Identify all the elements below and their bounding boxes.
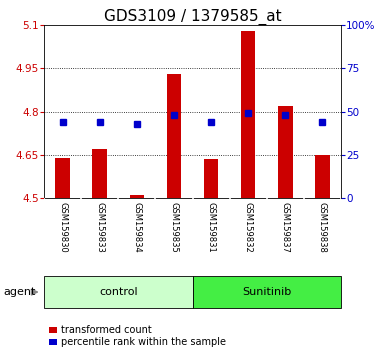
Text: GSM159833: GSM159833 <box>95 202 104 253</box>
Bar <box>44 276 192 308</box>
Text: GSM159834: GSM159834 <box>132 202 141 253</box>
Text: GSM159837: GSM159837 <box>281 202 290 253</box>
Bar <box>167 74 181 198</box>
Title: GDS3109 / 1379585_at: GDS3109 / 1379585_at <box>104 8 281 25</box>
Bar <box>315 155 330 198</box>
Bar <box>192 276 341 308</box>
Text: GSM159838: GSM159838 <box>318 202 327 253</box>
Bar <box>241 30 256 198</box>
Bar <box>129 195 144 198</box>
Text: GSM159831: GSM159831 <box>206 202 216 253</box>
Legend: transformed count, percentile rank within the sample: transformed count, percentile rank withi… <box>49 325 226 347</box>
Bar <box>92 149 107 198</box>
Text: control: control <box>99 287 138 297</box>
Text: agent: agent <box>4 287 36 297</box>
Bar <box>55 158 70 198</box>
Text: GSM159832: GSM159832 <box>244 202 253 253</box>
Bar <box>278 106 293 198</box>
Bar <box>204 159 218 198</box>
Text: Sunitinib: Sunitinib <box>242 287 291 297</box>
Text: GSM159830: GSM159830 <box>58 202 67 253</box>
Text: GSM159835: GSM159835 <box>169 202 179 253</box>
